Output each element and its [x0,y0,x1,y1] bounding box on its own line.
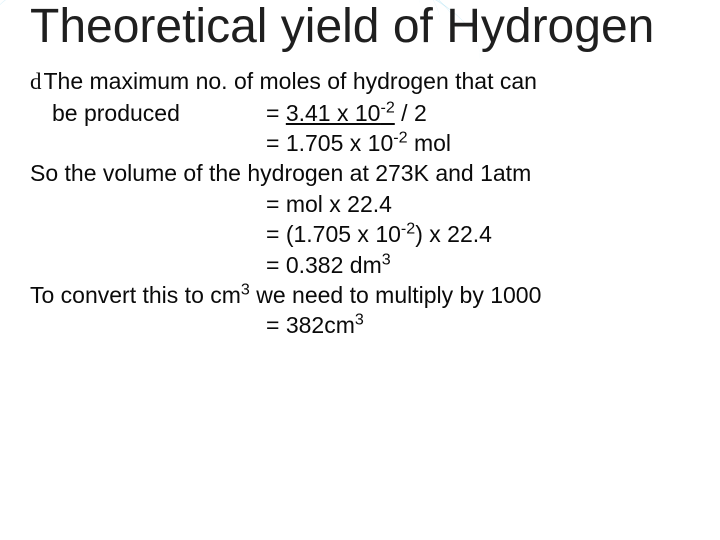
line4-b: we need to multiply by 1000 [250,282,542,308]
eq1-exp: -2 [380,98,394,116]
slide: Theoretical yield of Hydrogen dThe maxim… [0,0,720,540]
eq1-underline: 3.41 x 10-2 [286,100,395,126]
line4: To convert this to cm3 we need to multip… [30,280,690,310]
eq1-tail: / 2 [395,100,427,126]
eq5-row: = 0.382 dm3 [30,250,690,280]
slide-title: Theoretical yield of Hydrogen [30,0,690,66]
eq6-exp: 3 [355,311,364,329]
eq2-val: 1.705 x 10 [286,130,393,156]
eq6-eq: = [266,312,279,338]
eq3-eq: = [266,191,279,217]
line3: So the volume of the hydrogen at 273K an… [30,158,690,188]
eq4-exp: -2 [401,220,415,238]
eq5-eq: = [266,252,279,278]
bullet-line-2: be produced= 3.41 x 10-2 / 2 [30,98,690,128]
eq4-val-a: (1.705 x 10 [286,221,401,247]
line1-text: The maximum no. of moles of hydrogen tha… [44,68,537,94]
slide-body: dThe maximum no. of moles of hydrogen th… [30,66,690,340]
eq1-val: 3.41 x 10 [286,100,381,126]
bullet-line-1: dThe maximum no. of moles of hydrogen th… [30,66,690,97]
eq6-row: = 382cm3 [30,310,690,340]
eq4-val-b: ) x 22.4 [415,221,492,247]
line4-a: To convert this to cm [30,282,241,308]
eq5-exp: 3 [382,250,391,268]
eq3-row: = mol x 22.4 [30,189,690,219]
line3-text: So the volume of the hydrogen at 273K an… [30,160,531,186]
eq3-val: mol x 22.4 [286,191,392,217]
line2-prefix: be produced [30,98,266,128]
eq2-tail: mol [408,130,451,156]
eq1-eq: = [266,100,279,126]
eq6-val: 382cm [286,312,355,338]
bullet-icon: d [30,69,42,94]
eq2-eq: = [266,130,279,156]
eq4-eq: = [266,221,279,247]
eq1: = 3.41 x 10-2 / 2 [266,98,427,128]
eq5-val: 0.382 dm [286,252,382,278]
eq4-row: = (1.705 x 10-2) x 22.4 [30,219,690,249]
eq2-exp: -2 [393,128,407,146]
line4-exp: 3 [241,280,250,298]
eq2-row: = 1.705 x 10-2 mol [30,128,690,158]
